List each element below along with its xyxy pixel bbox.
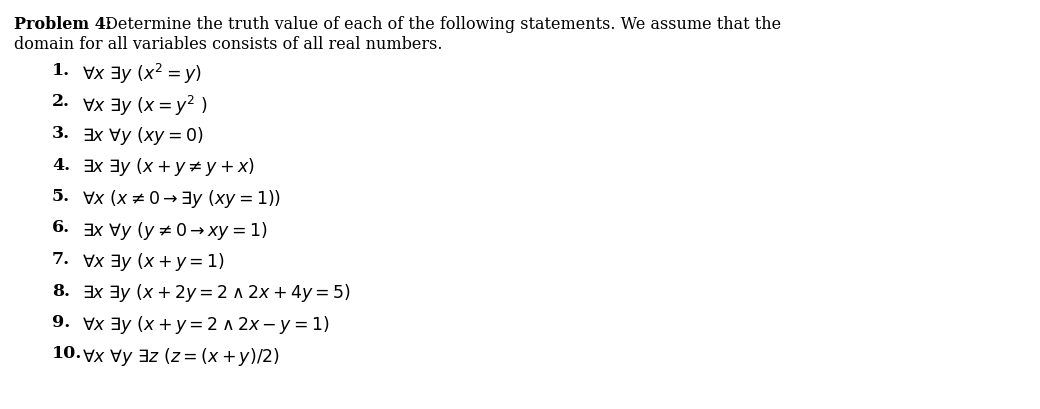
Text: 8.: 8. bbox=[52, 283, 70, 299]
Text: 6.: 6. bbox=[52, 220, 70, 236]
Text: $\exists x\ \forall y\ (y \neq 0 \rightarrow xy = 1)$: $\exists x\ \forall y\ (y \neq 0 \righta… bbox=[82, 220, 267, 241]
Text: Determine the truth value of each of the following statements. We assume that th: Determine the truth value of each of the… bbox=[100, 16, 781, 33]
Text: 10.: 10. bbox=[52, 346, 82, 362]
Text: 1.: 1. bbox=[52, 62, 70, 79]
Text: 3.: 3. bbox=[52, 125, 70, 142]
Text: $\forall x\ (x \neq 0 \rightarrow \exists y\ (xy = 1))$: $\forall x\ (x \neq 0 \rightarrow \exist… bbox=[82, 188, 281, 210]
Text: $\exists x\ \exists y\ (x + y \neq y + x)$: $\exists x\ \exists y\ (x + y \neq y + x… bbox=[82, 157, 255, 178]
Text: $\exists x\ \exists y\ (x + 2y = 2 \wedge 2x + 4y = 5)$: $\exists x\ \exists y\ (x + 2y = 2 \wedg… bbox=[82, 283, 352, 304]
Text: $\forall x\ \forall y\ \exists z\ (z = (x + y)/2)$: $\forall x\ \forall y\ \exists z\ (z = (… bbox=[82, 346, 280, 368]
Text: 9.: 9. bbox=[52, 314, 71, 331]
Text: 7.: 7. bbox=[52, 251, 70, 268]
Text: $\forall x\ \exists y\ (x^2 = y)$: $\forall x\ \exists y\ (x^2 = y)$ bbox=[82, 62, 202, 86]
Text: 4.: 4. bbox=[52, 157, 70, 173]
Text: domain for all variables consists of all real numbers.: domain for all variables consists of all… bbox=[14, 36, 442, 53]
Text: Problem 4:: Problem 4: bbox=[14, 16, 112, 33]
Text: $\forall x\ \exists y\ (x + y = 2 \wedge 2x - y = 1)$: $\forall x\ \exists y\ (x + y = 2 \wedge… bbox=[82, 314, 330, 336]
Text: $\forall x\ \exists y\ (x + y = 1)$: $\forall x\ \exists y\ (x + y = 1)$ bbox=[82, 251, 225, 273]
Text: $\exists x\ \forall y\ (xy = 0)$: $\exists x\ \forall y\ (xy = 0)$ bbox=[82, 125, 204, 147]
Text: 2.: 2. bbox=[52, 94, 70, 110]
Text: $\forall x\ \exists y\ (x = y^2\ )$: $\forall x\ \exists y\ (x = y^2\ )$ bbox=[82, 94, 207, 118]
Text: 5.: 5. bbox=[52, 188, 70, 205]
